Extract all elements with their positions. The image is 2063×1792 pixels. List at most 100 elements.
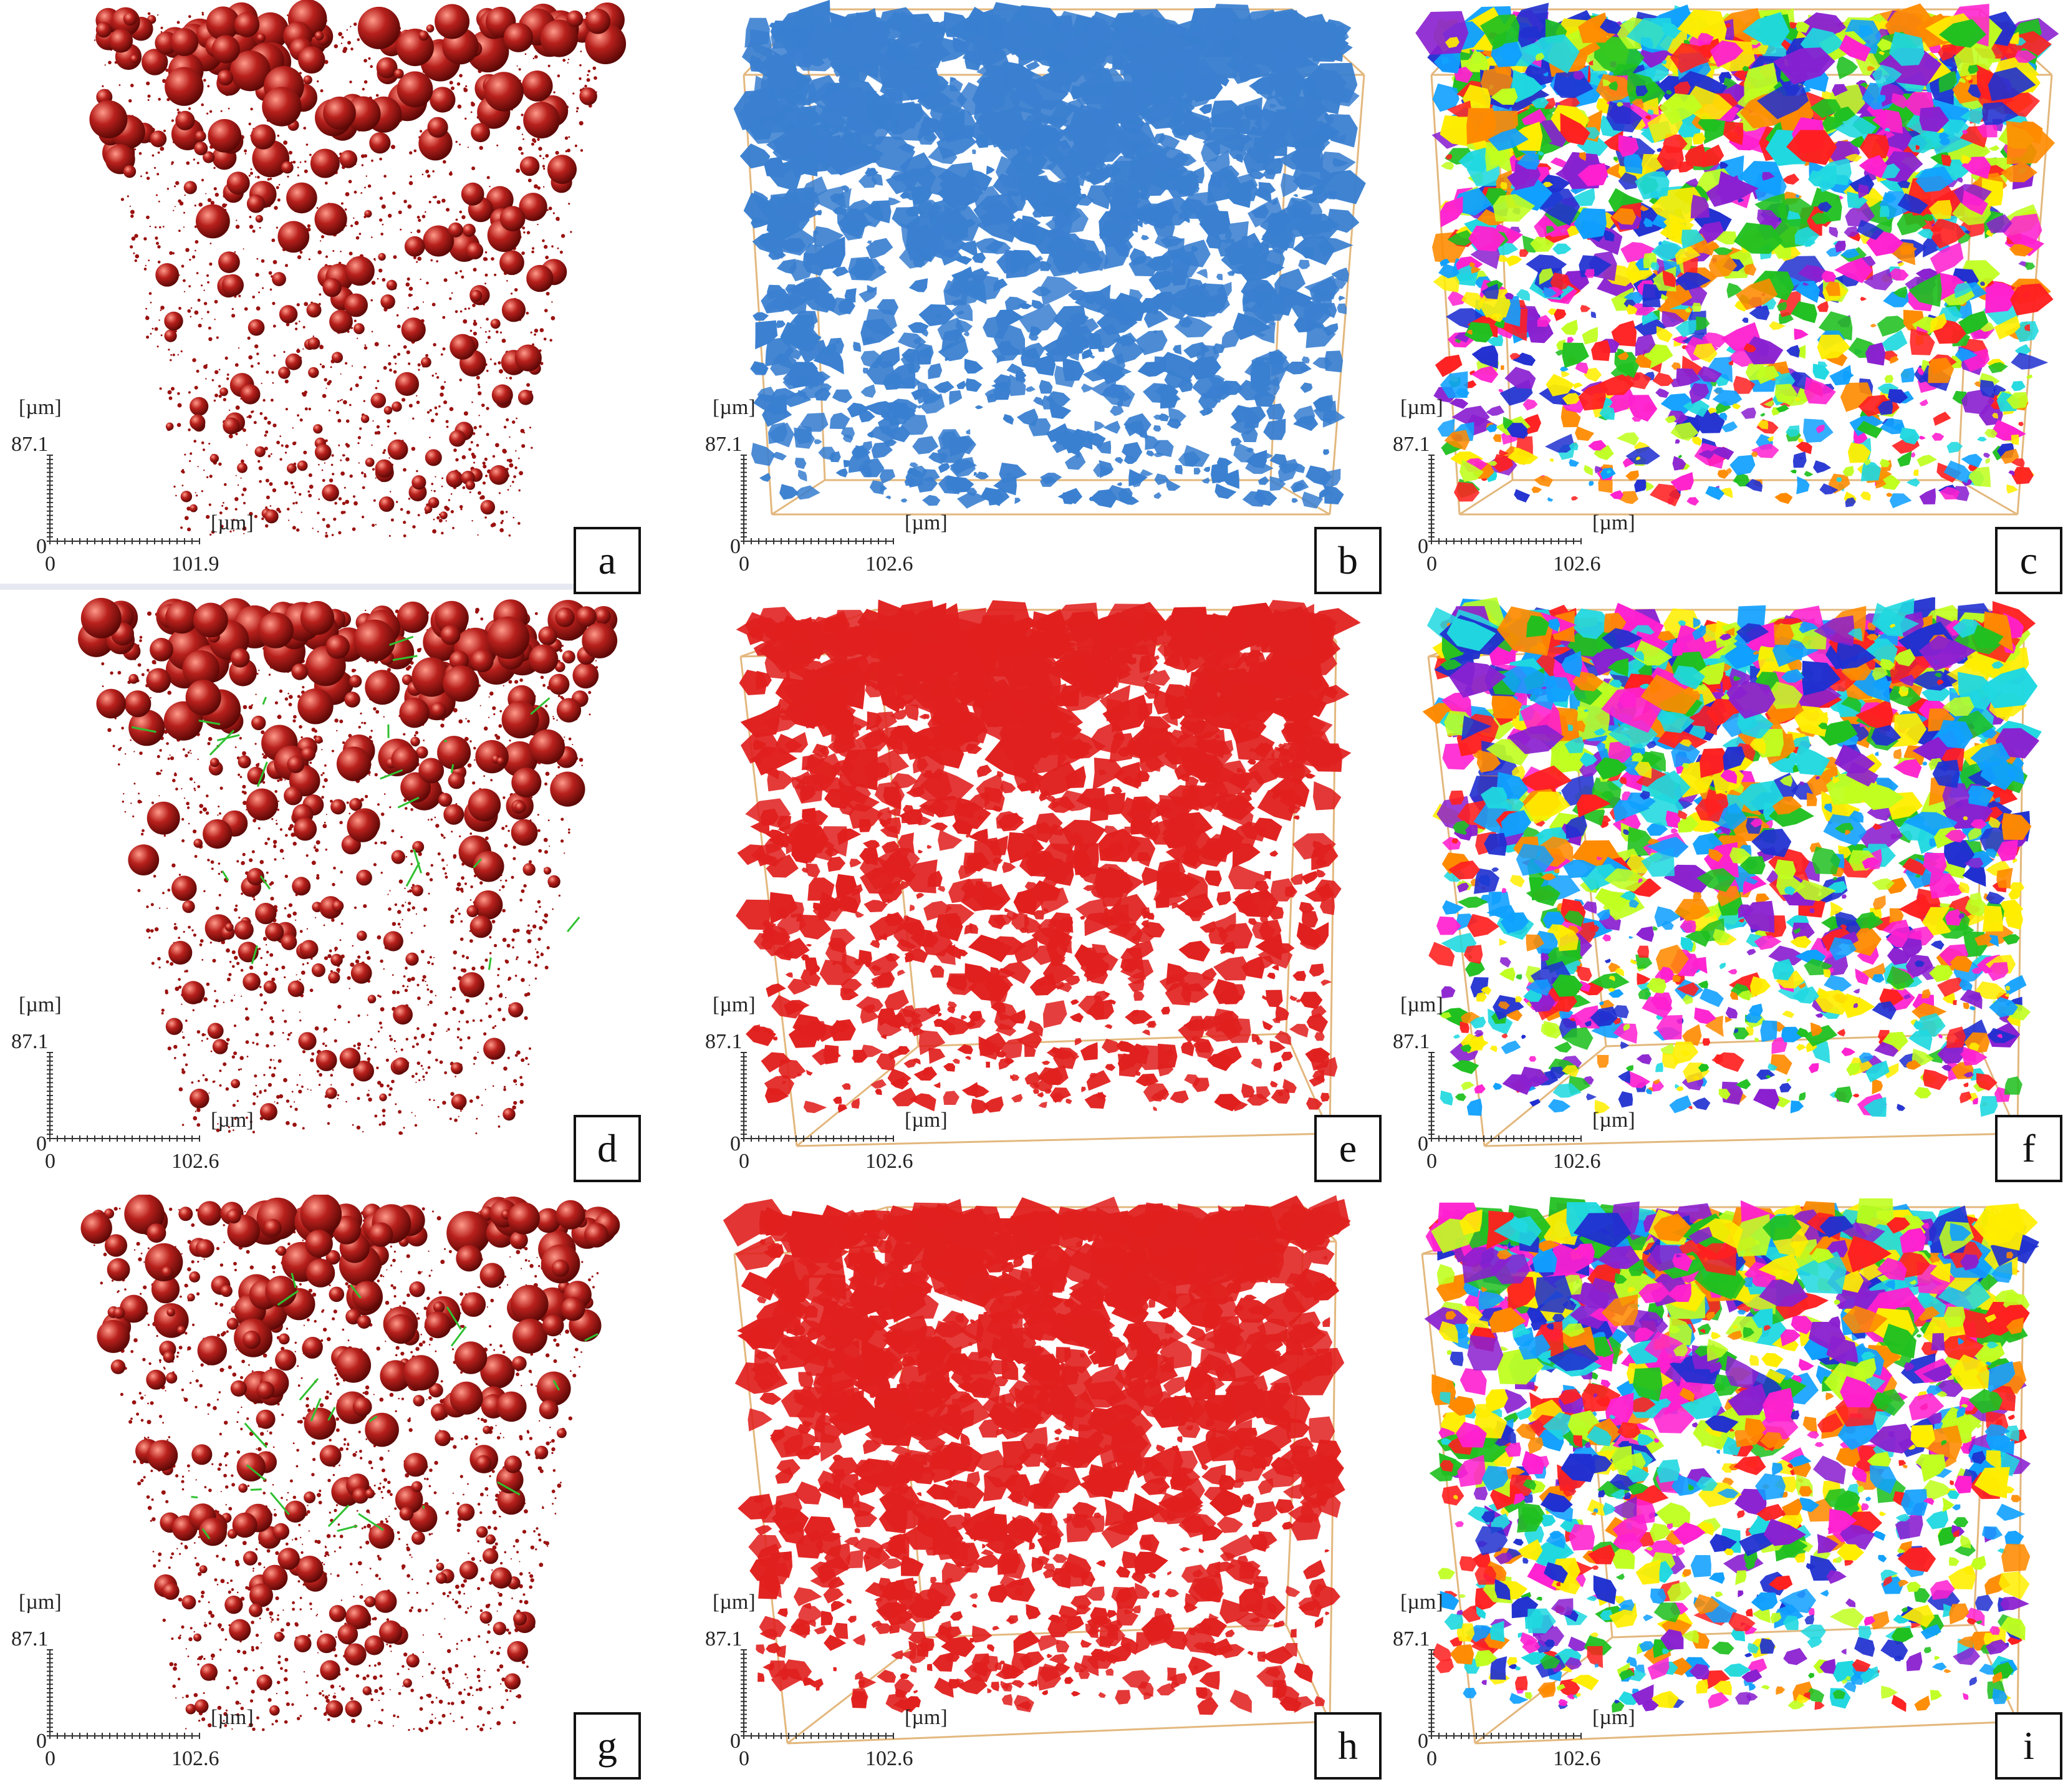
- panel-e: [µm] 87.1 0 0 102.6 [µm] e: [688, 597, 1382, 1195]
- panel-i: [µm] 87.1 0 0 102.6 [µm] i: [1375, 1195, 2063, 1792]
- x-axis-zero: 0: [1418, 1132, 1428, 1155]
- panel-d: [µm] 87.1 0 0 102.6 [µm] d: [0, 597, 688, 1195]
- panel-label: h: [1314, 1712, 1382, 1780]
- y-axis-unit: [µm]: [713, 396, 756, 419]
- scale-axes-c: [1428, 455, 1582, 544]
- x-axis-max: 102.6: [171, 1747, 219, 1770]
- x-axis-max: 102.6: [1553, 1150, 1601, 1173]
- x-axis-zero: 0: [730, 535, 741, 558]
- scale-axes-f: [1428, 1052, 1582, 1142]
- panel-label: a: [574, 527, 641, 594]
- panel-label: e: [1314, 1115, 1382, 1182]
- scale-axes-g: [47, 1649, 200, 1739]
- x-axis-zero: 0: [730, 1132, 741, 1155]
- x-axis-zero: 0: [36, 1730, 47, 1753]
- panel-f-render: [1422, 597, 2042, 1147]
- panel-label: d: [574, 1115, 641, 1182]
- x-axis-origin: 0: [1426, 1747, 1437, 1770]
- panel-d-render: [47, 597, 618, 1142]
- scale-axes-h: [741, 1649, 894, 1739]
- y-axis-unit: [µm]: [1400, 993, 1443, 1016]
- pore-network-e: [736, 599, 1361, 1114]
- pore-spheres-a: [89, 0, 627, 538]
- panel-f: [µm] 87.1 0 0 102.6 [µm] f: [1375, 597, 2063, 1195]
- y-axis-max: 87.1: [11, 433, 49, 456]
- y-axis-max: 87.1: [705, 1627, 743, 1650]
- x-axis-origin: 0: [45, 552, 55, 576]
- x-axis-unit: [µm]: [1592, 511, 1635, 534]
- x-axis-unit: [µm]: [211, 1109, 254, 1132]
- y-axis-max: 87.1: [1393, 1030, 1430, 1053]
- y-axis-max: 87.1: [705, 433, 743, 456]
- panel-c-render: [1415, 2, 2059, 544]
- x-axis-zero: 0: [36, 1132, 47, 1155]
- panel-b: [µm] 87.1 0 0 102.6 [µm] b: [688, 0, 1382, 597]
- x-axis-origin: 0: [45, 1150, 55, 1173]
- labeled-pores-i: [1424, 1197, 2039, 1713]
- y-axis-unit: [µm]: [1400, 1591, 1443, 1614]
- y-axis-unit: [µm]: [1400, 396, 1443, 419]
- x-axis-origin: 0: [739, 1150, 749, 1173]
- separator-bar: [0, 584, 611, 590]
- panel-h: [µm] 87.1 0 0 102.6 [µm] h: [688, 1195, 1382, 1792]
- y-axis-max: 87.1: [11, 1627, 49, 1650]
- pore-spheres-g: [80, 1195, 620, 1733]
- x-axis-max: 102.6: [171, 1150, 219, 1173]
- scale-axes-a: [47, 455, 200, 544]
- x-axis-max: 102.6: [1553, 1747, 1601, 1770]
- y-axis-unit: [µm]: [19, 1591, 62, 1614]
- x-axis-zero: 0: [36, 535, 47, 558]
- panel-label: c: [1995, 527, 2062, 594]
- scale-axes-e: [741, 1052, 894, 1142]
- scale-axes-d: [47, 1052, 200, 1142]
- x-axis-zero: 0: [730, 1730, 741, 1753]
- x-axis-origin: 0: [45, 1747, 55, 1770]
- y-axis-unit: [µm]: [713, 1591, 756, 1614]
- x-axis-origin: 0: [1426, 552, 1437, 576]
- x-axis-unit: [µm]: [211, 511, 254, 534]
- pore-spheres-d: [77, 597, 618, 1135]
- labeled-pores-f: [1422, 597, 2042, 1117]
- x-axis-origin: 0: [739, 552, 749, 576]
- x-axis-zero: 0: [1418, 535, 1428, 558]
- y-axis-max: 87.1: [1393, 1627, 1430, 1650]
- labeled-pores-c: [1415, 2, 2059, 509]
- panel-i-render: [1421, 1197, 2039, 1745]
- x-axis-unit: [µm]: [1592, 1109, 1635, 1132]
- pore-network-h: [723, 1195, 1351, 1715]
- y-axis-unit: [µm]: [19, 396, 62, 419]
- scale-axes-b: [741, 455, 894, 544]
- panel-c: [µm] 87.1 0 0 102.6 [µm] c: [1375, 0, 2063, 597]
- panel-label: f: [1995, 1115, 2062, 1182]
- x-axis-origin: 0: [1426, 1150, 1437, 1173]
- y-axis-max: 87.1: [705, 1030, 743, 1053]
- panel-h-render: [723, 1195, 1351, 1745]
- y-axis-unit: [µm]: [19, 993, 62, 1016]
- y-axis-max: 87.1: [1393, 433, 1430, 456]
- pore-network-b: [733, 0, 1366, 509]
- panel-g: [µm] 87.1 0 0 102.6 [µm] g: [0, 1195, 688, 1792]
- x-axis-max: 102.6: [865, 1747, 913, 1770]
- x-axis-unit: [µm]: [905, 1109, 948, 1132]
- x-axis-max: 102.6: [1553, 552, 1601, 576]
- x-axis-origin: 0: [739, 1747, 749, 1770]
- x-axis-unit: [µm]: [211, 1706, 254, 1729]
- panel-a-render: [47, 0, 627, 544]
- x-axis-zero: 0: [1418, 1730, 1428, 1753]
- panel-label: i: [1995, 1712, 2062, 1780]
- y-axis-unit: [µm]: [713, 993, 756, 1016]
- panel-label: b: [1314, 527, 1382, 594]
- pore-throats-d: [131, 635, 580, 970]
- panel-e-render: [736, 599, 1361, 1147]
- x-axis-max: 102.6: [865, 552, 913, 576]
- y-axis-max: 87.1: [11, 1030, 49, 1053]
- x-axis-max: 102.6: [865, 1150, 913, 1173]
- panel-b-render: [733, 0, 1366, 544]
- panel-label: g: [574, 1712, 641, 1780]
- x-axis-unit: [µm]: [1592, 1706, 1635, 1729]
- panel-g-render: [47, 1195, 620, 1739]
- x-axis-unit: [µm]: [905, 1706, 948, 1729]
- pore-throats-g: [191, 1273, 599, 1539]
- panel-a: [µm] 87.1 0 0 101.9 [µm] a: [0, 0, 688, 597]
